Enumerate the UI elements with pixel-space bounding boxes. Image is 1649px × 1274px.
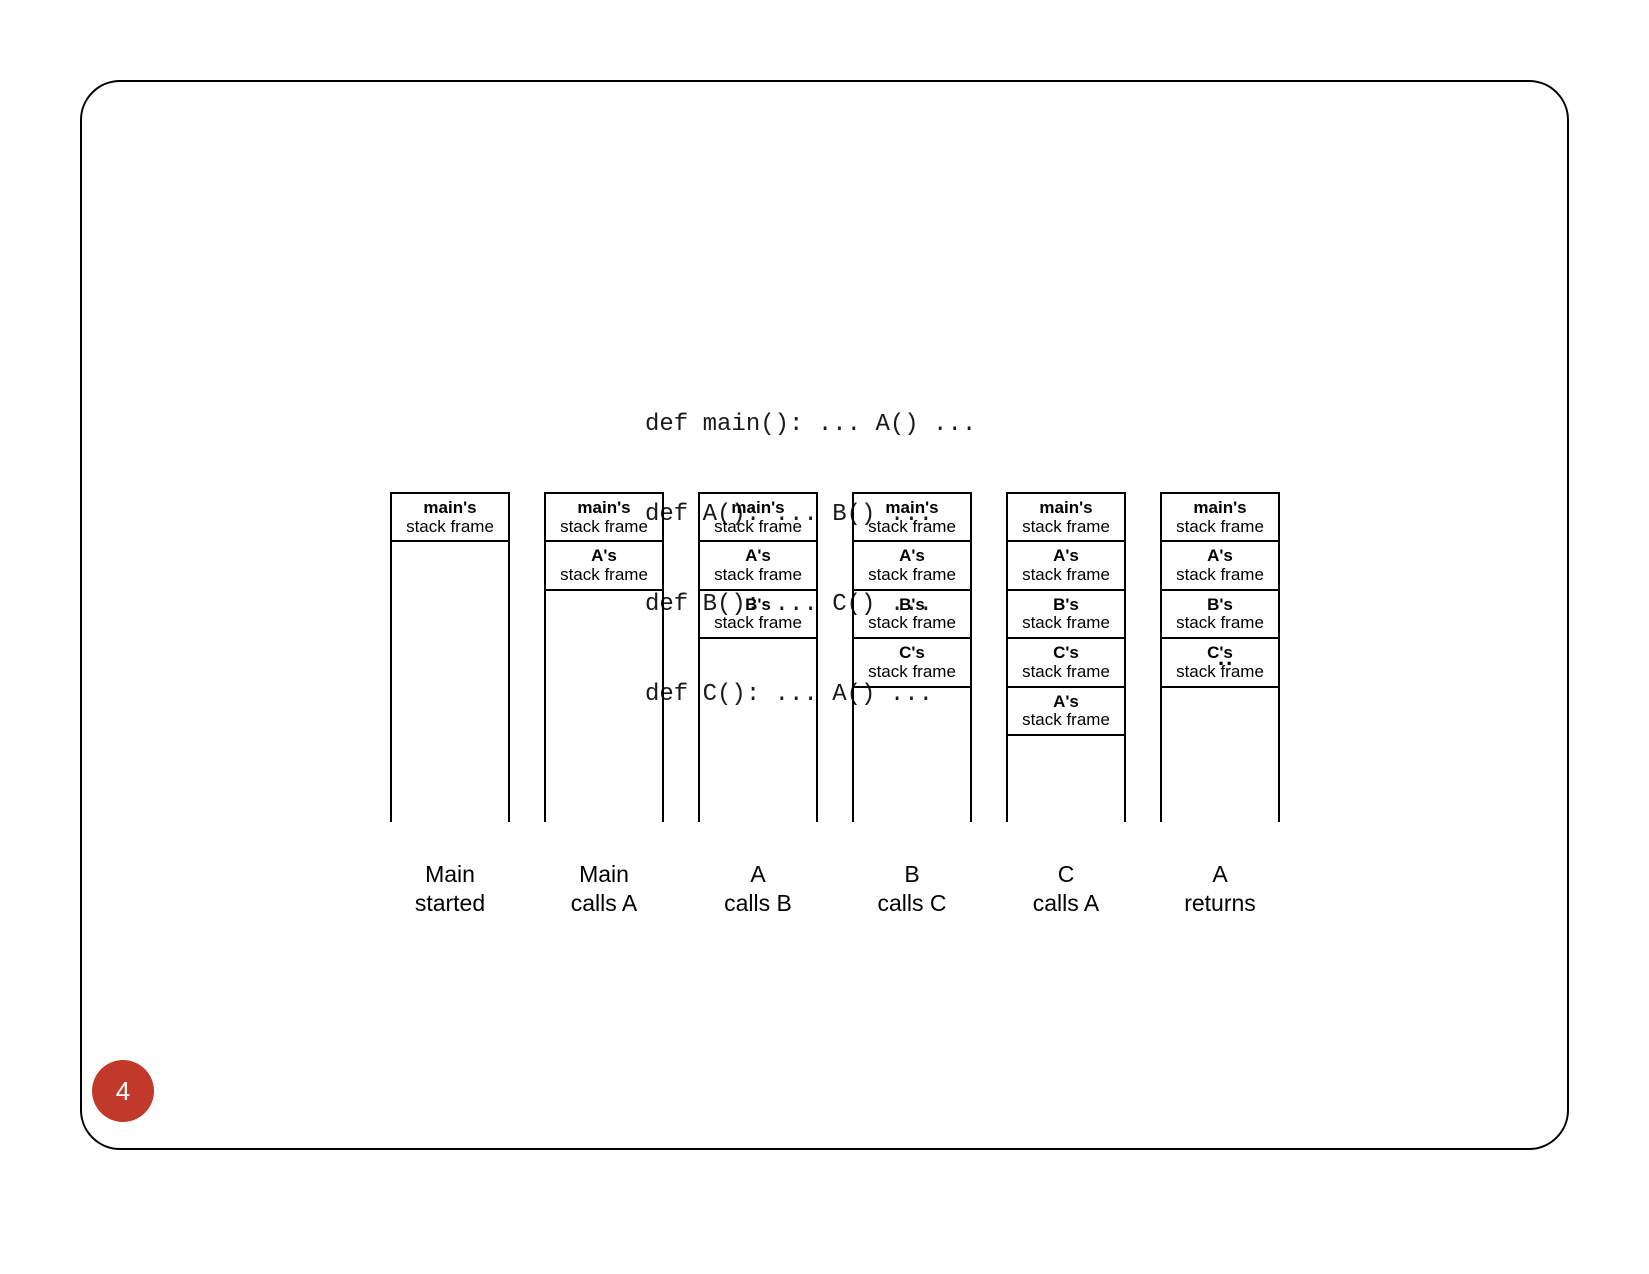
frame-label: stack frame <box>1022 613 1110 632</box>
caption-line: B <box>904 861 919 887</box>
stack-frame: A's stack frame <box>546 542 662 590</box>
stack-frame: main's stack frame <box>1008 494 1124 542</box>
caption-line: calls A <box>1033 890 1099 916</box>
frame-owner: main's <box>577 498 630 517</box>
stack-frame: A's stack frame <box>1008 542 1124 590</box>
stack-diagram: main's stack frame Main started main's s… <box>390 492 1280 918</box>
frame-label: stack frame <box>1022 662 1110 681</box>
frame-owner: main's <box>1039 498 1092 517</box>
frame-label: stack frame <box>714 517 802 536</box>
caption-line: calls B <box>724 890 792 916</box>
stack-caption: A returns <box>1160 860 1280 918</box>
frame-owner: main's <box>423 498 476 517</box>
stack-frame: B's stack frame <box>854 591 970 639</box>
frame-label: stack frame <box>868 662 956 681</box>
stack-box: main's stack frame A's stack frame B's s… <box>698 492 818 822</box>
stack-box: main's stack frame A's stack frame B's s… <box>852 492 972 822</box>
frame-owner: B's <box>1053 595 1079 614</box>
frame-owner: A's <box>899 546 925 565</box>
stack-column: main's stack frame A's stack frame B's s… <box>1006 492 1126 918</box>
frame-label: stack frame <box>1176 613 1264 632</box>
stack-frame: A's stack frame <box>1008 688 1124 736</box>
frame-owner: B's <box>745 595 771 614</box>
page-number-badge: 4 <box>92 1060 154 1122</box>
caption-line: C <box>1058 861 1075 887</box>
frame-label: stack frame <box>868 565 956 584</box>
frame-owner: B's <box>1207 595 1233 614</box>
frame-label: stack frame <box>406 517 494 536</box>
stack-column: main's stack frame Main started <box>390 492 510 918</box>
stack-caption: B calls C <box>852 860 972 918</box>
stack-caption: Main started <box>390 860 510 918</box>
stack-frame: B's stack frame <box>1162 591 1278 639</box>
frame-owner: main's <box>1193 498 1246 517</box>
caption-line: returns <box>1184 890 1256 916</box>
page-number: 4 <box>116 1076 130 1107</box>
stack-box: main's stack frame A's stack frame <box>544 492 664 822</box>
stack-frame: main's stack frame <box>700 494 816 542</box>
stack-column: main's stack frame A's stack frame Main … <box>544 492 664 918</box>
frame-label: stack frame <box>714 565 802 584</box>
frame-label: stack frame <box>560 517 648 536</box>
stack-frame: A's stack frame <box>700 542 816 590</box>
stack-frame: main's stack frame <box>1162 494 1278 542</box>
stack-column: main's stack frame A's stack frame B's s… <box>1160 492 1280 918</box>
stack-box: main's stack frame <box>390 492 510 822</box>
caption-line: calls A <box>571 890 637 916</box>
frame-owner: C's <box>899 643 925 662</box>
caption-line: started <box>415 890 485 916</box>
stack-caption: Main calls A <box>544 860 664 918</box>
stack-column: main's stack frame A's stack frame B's s… <box>698 492 818 918</box>
stack-frame: A's stack frame <box>854 542 970 590</box>
frame-owner: A's <box>1207 546 1233 565</box>
frame-label: stack frame <box>1022 517 1110 536</box>
caption-line: Main <box>425 861 475 887</box>
frame-label: stack frame <box>560 565 648 584</box>
frame-label: stack frame <box>1022 565 1110 584</box>
caption-line: A <box>750 861 765 887</box>
frame-owner: A's <box>591 546 617 565</box>
frame-owner: main's <box>731 498 784 517</box>
stack-caption: C calls A <box>1006 860 1126 918</box>
caption-line: Main <box>579 861 629 887</box>
frame-label: stack frame <box>1022 710 1110 729</box>
stack-frame: B's stack frame <box>700 591 816 639</box>
frame-label: stack frame <box>1176 565 1264 584</box>
frame-owner: C's <box>1053 643 1079 662</box>
frame-owner: A's <box>745 546 771 565</box>
stack-frame: A's stack frame <box>1162 542 1278 590</box>
caption-line: A <box>1212 861 1227 887</box>
stack-frame: main's stack frame <box>392 494 508 542</box>
frame-label: stack frame <box>868 517 956 536</box>
frame-owner: B's <box>899 595 925 614</box>
caption-line: calls C <box>877 890 946 916</box>
frame-label: stack frame <box>868 613 956 632</box>
frame-label: stack frame <box>714 613 802 632</box>
stack-frame: C's stack frame <box>854 639 970 687</box>
continuation-ellipsis: .. <box>1218 645 1234 671</box>
frame-owner: A's <box>1053 546 1079 565</box>
frame-owner: main's <box>885 498 938 517</box>
stack-box: main's stack frame A's stack frame B's s… <box>1006 492 1126 822</box>
stack-frame: main's stack frame <box>546 494 662 542</box>
stack-column: main's stack frame A's stack frame B's s… <box>852 492 972 918</box>
stack-caption: A calls B <box>698 860 818 918</box>
frame-owner: A's <box>1053 692 1079 711</box>
stack-frame: C's stack frame <box>1008 639 1124 687</box>
stack-frame: main's stack frame <box>854 494 970 542</box>
code-line: def main(): ... A() ... <box>645 410 976 440</box>
stack-frame: B's stack frame <box>1008 591 1124 639</box>
frame-label: stack frame <box>1176 517 1264 536</box>
